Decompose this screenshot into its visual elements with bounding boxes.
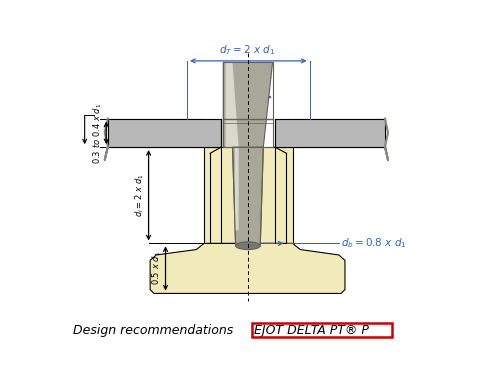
Text: Design recommendations: Design recommendations bbox=[73, 324, 233, 337]
Polygon shape bbox=[275, 119, 385, 147]
Text: $0.5\ x\ d_1$: $0.5\ x\ d_1$ bbox=[151, 251, 163, 285]
Polygon shape bbox=[150, 243, 345, 294]
Polygon shape bbox=[204, 147, 293, 243]
Polygon shape bbox=[293, 119, 385, 147]
Text: $\geq\!=d_c$: $\geq\!=d_c$ bbox=[230, 61, 266, 75]
Text: $d_i = 2\ x\ d_1$: $d_i = 2\ x\ d_1$ bbox=[134, 173, 146, 217]
Text: EJOT DELTA PT® P: EJOT DELTA PT® P bbox=[254, 324, 369, 337]
Polygon shape bbox=[226, 62, 239, 230]
Text: $d_b = 0.8\ x\ d_1$: $d_b = 0.8\ x\ d_1$ bbox=[341, 236, 407, 250]
Text: $d_c$: $d_c$ bbox=[242, 100, 255, 113]
Polygon shape bbox=[223, 62, 272, 246]
Text: $0.3\ to\ 0.4\ x\ d_1$: $0.3\ to\ 0.4\ x\ d_1$ bbox=[91, 102, 104, 163]
Ellipse shape bbox=[236, 242, 260, 250]
Polygon shape bbox=[223, 62, 236, 246]
Text: $d_T = 2\ x\ d_1$: $d_T = 2\ x\ d_1$ bbox=[219, 43, 275, 57]
Polygon shape bbox=[108, 119, 221, 147]
Polygon shape bbox=[108, 119, 204, 147]
